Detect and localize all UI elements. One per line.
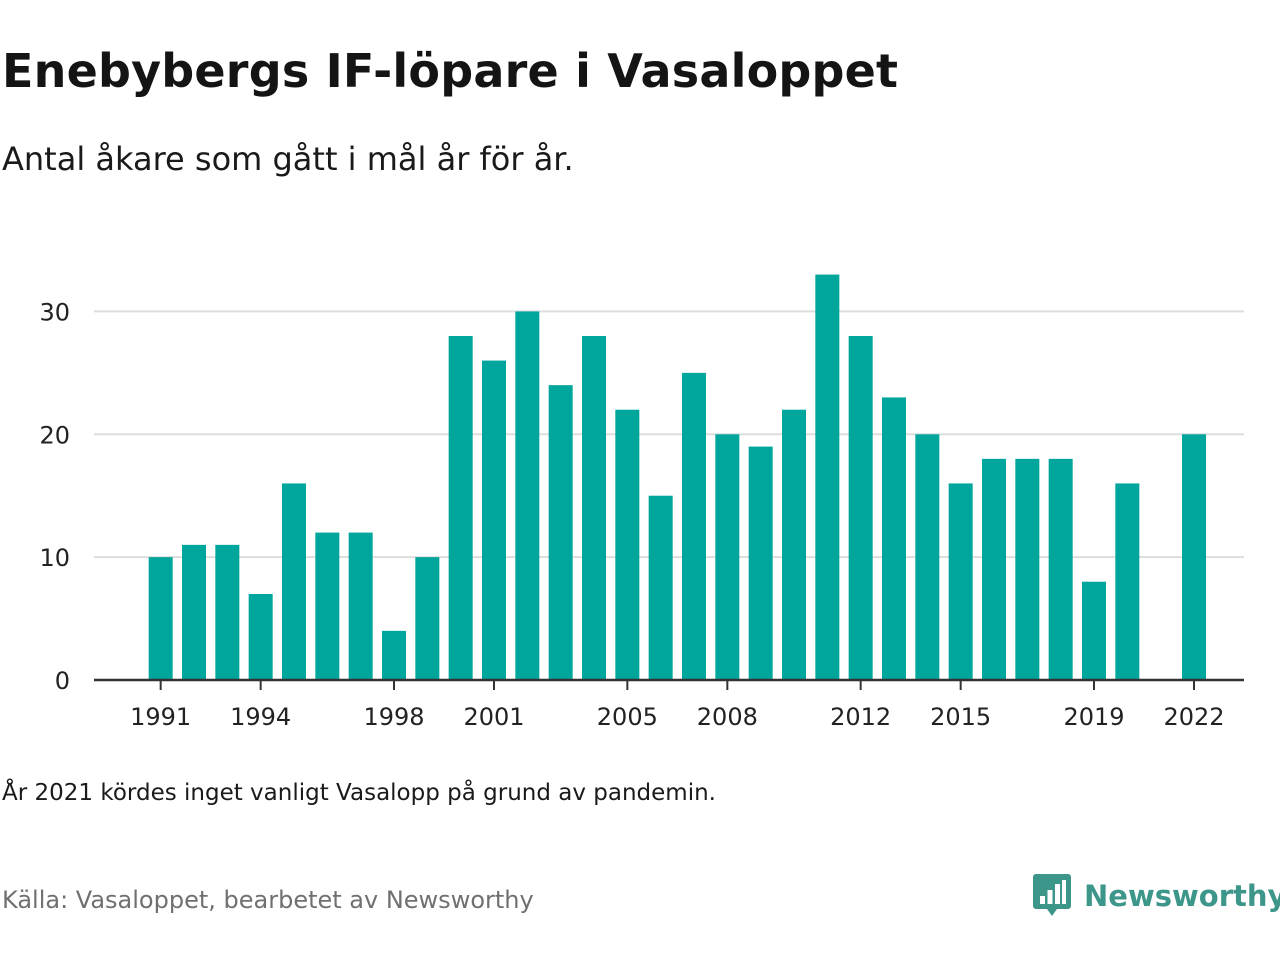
y-tick-labels: 0 10 20 30 — [39, 298, 70, 695]
bar — [815, 274, 840, 680]
x-tick-label: 2012 — [830, 703, 891, 731]
bar — [1182, 434, 1206, 680]
x-tick-label: 2015 — [930, 703, 991, 731]
x-tick-label: 2019 — [1063, 703, 1124, 731]
bar — [648, 495, 673, 680]
bar — [848, 336, 873, 680]
bar — [482, 360, 506, 680]
bar — [1082, 581, 1106, 680]
x-tick-label: 1991 — [130, 703, 191, 731]
bar — [282, 483, 306, 680]
bar — [215, 544, 240, 680]
y-tick-label: 10 — [39, 544, 70, 572]
bar — [1015, 458, 1040, 680]
chart-source: Källa: Vasaloppet, bearbetet av Newswort… — [2, 886, 534, 914]
bar — [1115, 483, 1140, 680]
x-tick-label: 2005 — [597, 703, 658, 731]
bar — [748, 446, 773, 680]
bar — [982, 458, 1006, 680]
y-tick-label: 20 — [39, 421, 70, 449]
chart-note: År 2021 kördes inget vanligt Vasalopp på… — [2, 780, 716, 806]
bar — [615, 409, 640, 680]
x-tick-label: 2008 — [697, 703, 758, 731]
y-tick-label: 0 — [55, 667, 70, 695]
x-tick-label: 1998 — [363, 703, 424, 731]
bar — [515, 311, 540, 680]
bar — [782, 409, 806, 680]
bar — [248, 594, 273, 680]
bar — [882, 397, 906, 680]
newsworthy-logo-icon — [1033, 874, 1071, 916]
y-tick-label: 30 — [39, 298, 70, 326]
bar — [348, 532, 373, 680]
bar — [682, 372, 706, 680]
bar — [1048, 458, 1073, 680]
x-tick-label: 2022 — [1163, 703, 1224, 731]
bar-chart: 0 10 20 30 1991 1994 1998 2001 2005 2008 2012 2015… — [39, 274, 1244, 731]
bar — [548, 385, 573, 680]
x-tick-labels: 1991 1994 1998 2001 2005 2008 2012 2015 2019 2022 — [130, 703, 1224, 731]
x-tick-label: 1994 — [230, 703, 291, 731]
bar — [182, 544, 206, 680]
bar — [915, 434, 940, 680]
bars — [148, 274, 1206, 680]
axes — [94, 678, 1244, 690]
bar — [382, 630, 406, 680]
chart-title: Enebybergs IF-löpare i Vasaloppet — [2, 44, 899, 98]
bar — [715, 434, 740, 680]
chart-subtitle: Antal åkare som gått i mål år för år. — [2, 140, 574, 178]
bar — [148, 557, 173, 680]
newsworthy-logo: Newsworthy — [1032, 872, 1280, 920]
x-tick-label: 2001 — [463, 703, 524, 731]
bar — [582, 336, 606, 680]
bar — [448, 336, 473, 680]
bar — [948, 483, 973, 680]
brand-name: Newsworthy — [1084, 879, 1280, 913]
bar — [415, 557, 440, 680]
bar — [315, 532, 340, 680]
